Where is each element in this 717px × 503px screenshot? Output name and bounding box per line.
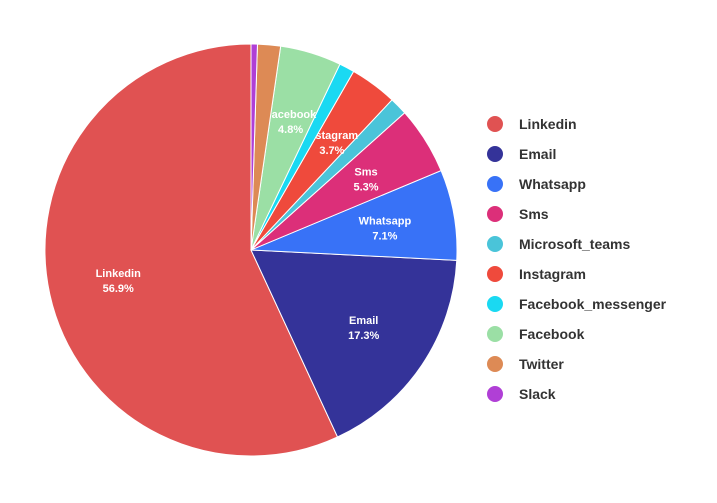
chart-legend: Linkedin Email Whatsapp Sms Microsoft_teams I…: [487, 109, 666, 409]
legend-item-linkedin[interactable]: Linkedin: [487, 109, 666, 139]
slice-label-sms: Sms: [354, 167, 377, 179]
slice-value-facebook: 4.8%: [278, 124, 303, 136]
legend-swatch-slack: [487, 386, 503, 402]
legend-label: Whatsapp: [519, 176, 586, 192]
legend-item-twitter[interactable]: Twitter: [487, 349, 666, 379]
legend-item-slack[interactable]: Slack: [487, 379, 666, 409]
legend-label: Twitter: [519, 356, 564, 372]
slice-value-whatsapp: 7.1%: [372, 231, 397, 243]
legend-label: Email: [519, 146, 557, 162]
legend-item-whatsapp[interactable]: Whatsapp: [487, 169, 666, 199]
legend-swatch-email: [487, 146, 503, 162]
legend-swatch-whatsapp: [487, 176, 503, 192]
legend-swatch-twitter: [487, 356, 503, 372]
slice-value-linkedin: 56.9%: [103, 283, 134, 295]
legend-item-facebook-messenger[interactable]: Facebook_messenger: [487, 289, 666, 319]
slice-label-email: Email: [349, 315, 378, 327]
legend-item-email[interactable]: Email: [487, 139, 666, 169]
legend-item-microsoft-teams[interactable]: Microsoft_teams: [487, 229, 666, 259]
slice-label-whatsapp: Whatsapp: [359, 216, 412, 228]
legend-label: Slack: [519, 386, 556, 402]
legend-label: Sms: [519, 206, 549, 222]
legend-label: Linkedin: [519, 116, 577, 132]
legend-label: Facebook_messenger: [519, 296, 667, 312]
slice-value-instagram: 3.7%: [319, 145, 344, 157]
legend-label: Instagram: [519, 266, 586, 282]
pie-slice-linkedin[interactable]: [44, 43, 339, 457]
legend-label: Facebook: [519, 326, 585, 342]
pie-chart: Linkedin 56.9% Email 17.3% Whatsapp 7.1% Sms 5.…: [44, 43, 458, 457]
slice-value-email: 17.3%: [348, 330, 379, 342]
legend-label: Microsoft_teams: [519, 236, 631, 252]
legend-swatch-instagram: [487, 266, 503, 282]
legend-swatch-microsoft-teams: [487, 236, 503, 252]
legend-item-instagram[interactable]: Instagram: [487, 259, 666, 289]
legend-item-sms[interactable]: Sms: [487, 199, 666, 229]
slice-label-facebook: Facebook: [265, 109, 317, 121]
legend-swatch-facebook-messenger: [487, 296, 503, 312]
pie-slice-slack[interactable]: [250, 43, 258, 251]
legend-item-facebook[interactable]: Facebook: [487, 319, 666, 349]
legend-swatch-sms: [487, 206, 503, 222]
legend-swatch-facebook: [487, 326, 503, 342]
legend-swatch-linkedin: [487, 116, 503, 132]
pie-slice-email[interactable]: [250, 249, 458, 438]
slice-label-linkedin: Linkedin: [96, 268, 142, 280]
slice-value-sms: 5.3%: [353, 182, 378, 194]
